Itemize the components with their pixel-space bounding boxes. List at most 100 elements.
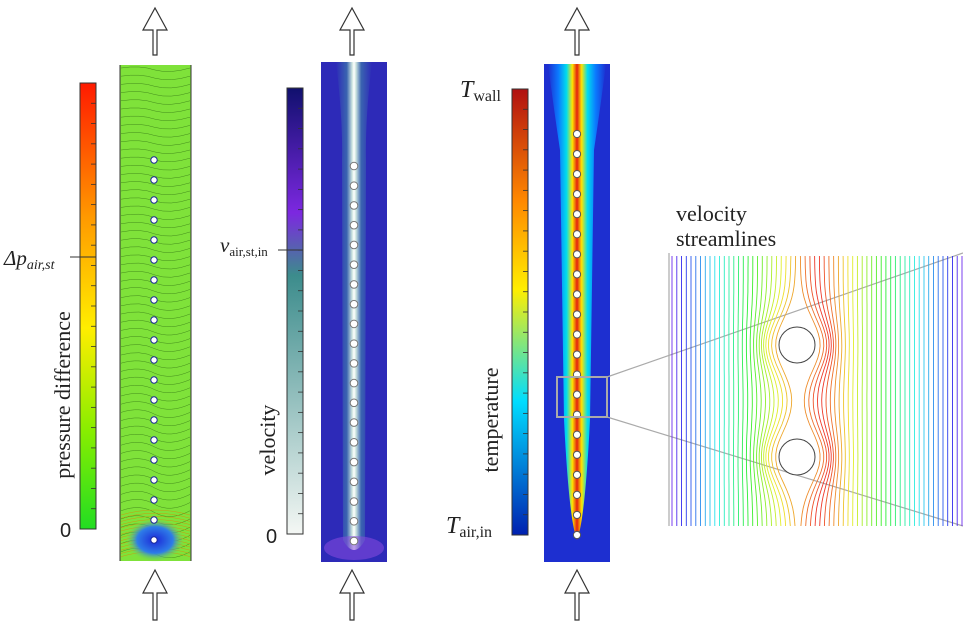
- streamline: [799, 255, 821, 527]
- tube: [572, 490, 582, 499]
- tube: [572, 450, 582, 459]
- pressure-contour: [120, 360, 191, 369]
- tube: [349, 201, 359, 210]
- tube: [572, 250, 582, 259]
- tube: [572, 350, 582, 359]
- pressure-contour: [120, 115, 191, 122]
- temperature-colorbar-ticks: [523, 88, 528, 536]
- tube: [150, 276, 158, 284]
- tube: [349, 378, 359, 388]
- tube: [150, 396, 158, 404]
- pressure-contour: [120, 466, 191, 476]
- pressure-contour: [120, 230, 191, 237]
- tube: [150, 176, 158, 184]
- tube: [572, 129, 582, 139]
- pressure-contour: [120, 287, 191, 295]
- pressure-contour: [120, 189, 191, 196]
- streamline-panel: velocity streamlines: [606, 201, 963, 527]
- tube: [150, 236, 158, 244]
- streamline-title-line1: velocity: [676, 201, 747, 226]
- pressure-tick-zero: 0: [60, 520, 71, 542]
- pressure-contour: [120, 507, 191, 517]
- tube: [349, 359, 359, 368]
- temperature-tick-bottom: Tair,in: [446, 513, 492, 541]
- pressure-contour: [120, 368, 191, 377]
- tube: [572, 170, 582, 179]
- pressure-colorbar-ticks: [91, 82, 96, 530]
- pressure-contour: [120, 499, 191, 509]
- tube: [349, 299, 359, 309]
- pressure-contour: [120, 164, 191, 171]
- tube: [349, 319, 359, 329]
- streamline: [737, 256, 740, 526]
- streamline: [856, 256, 859, 526]
- streamline: [837, 256, 843, 527]
- velocity-panel: vair,st,in 0 velocity: [220, 6, 387, 621]
- tube: [150, 536, 158, 544]
- pressure-contour: [120, 450, 191, 459]
- tube: [150, 196, 158, 204]
- inlet-arrow-velocity: [339, 568, 365, 621]
- velocity-tick-zero: 0: [266, 526, 277, 548]
- tube: [150, 516, 158, 524]
- tube: [572, 190, 582, 199]
- streamline: [775, 255, 797, 527]
- tube: [349, 497, 359, 506]
- tube: [349, 260, 359, 269]
- tube: [572, 390, 582, 399]
- pressure-contour: [120, 328, 191, 336]
- zoom-tube-lower: [778, 438, 816, 476]
- tube: [572, 310, 582, 319]
- pressure-contour: [120, 83, 191, 89]
- pressure-contour: [120, 99, 191, 105]
- tube: [150, 376, 158, 384]
- tube: [349, 418, 359, 427]
- pressure-channel: [120, 65, 191, 561]
- pressure-contour: [120, 458, 191, 468]
- pressure-tubes: [150, 156, 158, 544]
- tube: [572, 510, 582, 520]
- pressure-contour: [120, 222, 191, 229]
- streamline: [828, 256, 837, 527]
- streamline: [758, 255, 768, 527]
- velocity-inlet-glow: [324, 536, 384, 560]
- tube: [349, 477, 359, 487]
- pressure-contour: [120, 181, 191, 187]
- velocity-tubes: [349, 161, 359, 546]
- tube: [572, 430, 582, 439]
- temperature-panel: Twall Tair,in temperature: [446, 6, 610, 621]
- pressure-contour-inlet: [120, 513, 191, 519]
- pressure-contour: [120, 91, 191, 97]
- tube: [349, 280, 359, 289]
- tube: [349, 536, 359, 546]
- tube: [349, 181, 359, 191]
- tube: [572, 470, 582, 479]
- tube: [150, 336, 158, 344]
- pressure-contour: [120, 482, 191, 492]
- streamline: [771, 255, 792, 527]
- tube: [150, 356, 158, 364]
- streamline: [741, 256, 744, 526]
- streamline: [753, 255, 759, 527]
- tube: [572, 149, 582, 159]
- pressure-contour: [120, 107, 191, 113]
- tube: [349, 339, 359, 348]
- pressure-contour: [120, 401, 191, 410]
- tube: [572, 290, 582, 299]
- temperature-tubes: [572, 129, 582, 540]
- pressure-contour: [120, 246, 191, 253]
- tube: [150, 256, 158, 264]
- inlet-arrow-pressure: [142, 568, 168, 621]
- streamline: [852, 256, 854, 526]
- tube: [349, 398, 359, 408]
- streamline: [760, 256, 773, 527]
- pressure-tick-mid: Δpair,st: [3, 246, 56, 273]
- pressure-axis-label: pressure difference: [50, 311, 75, 479]
- streamline: [749, 256, 754, 526]
- pressure-contour: [120, 205, 191, 212]
- tube: [572, 530, 582, 540]
- streamline: [823, 255, 834, 527]
- outlet-arrow-pressure: [141, 6, 169, 56]
- pressure-contour: [120, 311, 191, 319]
